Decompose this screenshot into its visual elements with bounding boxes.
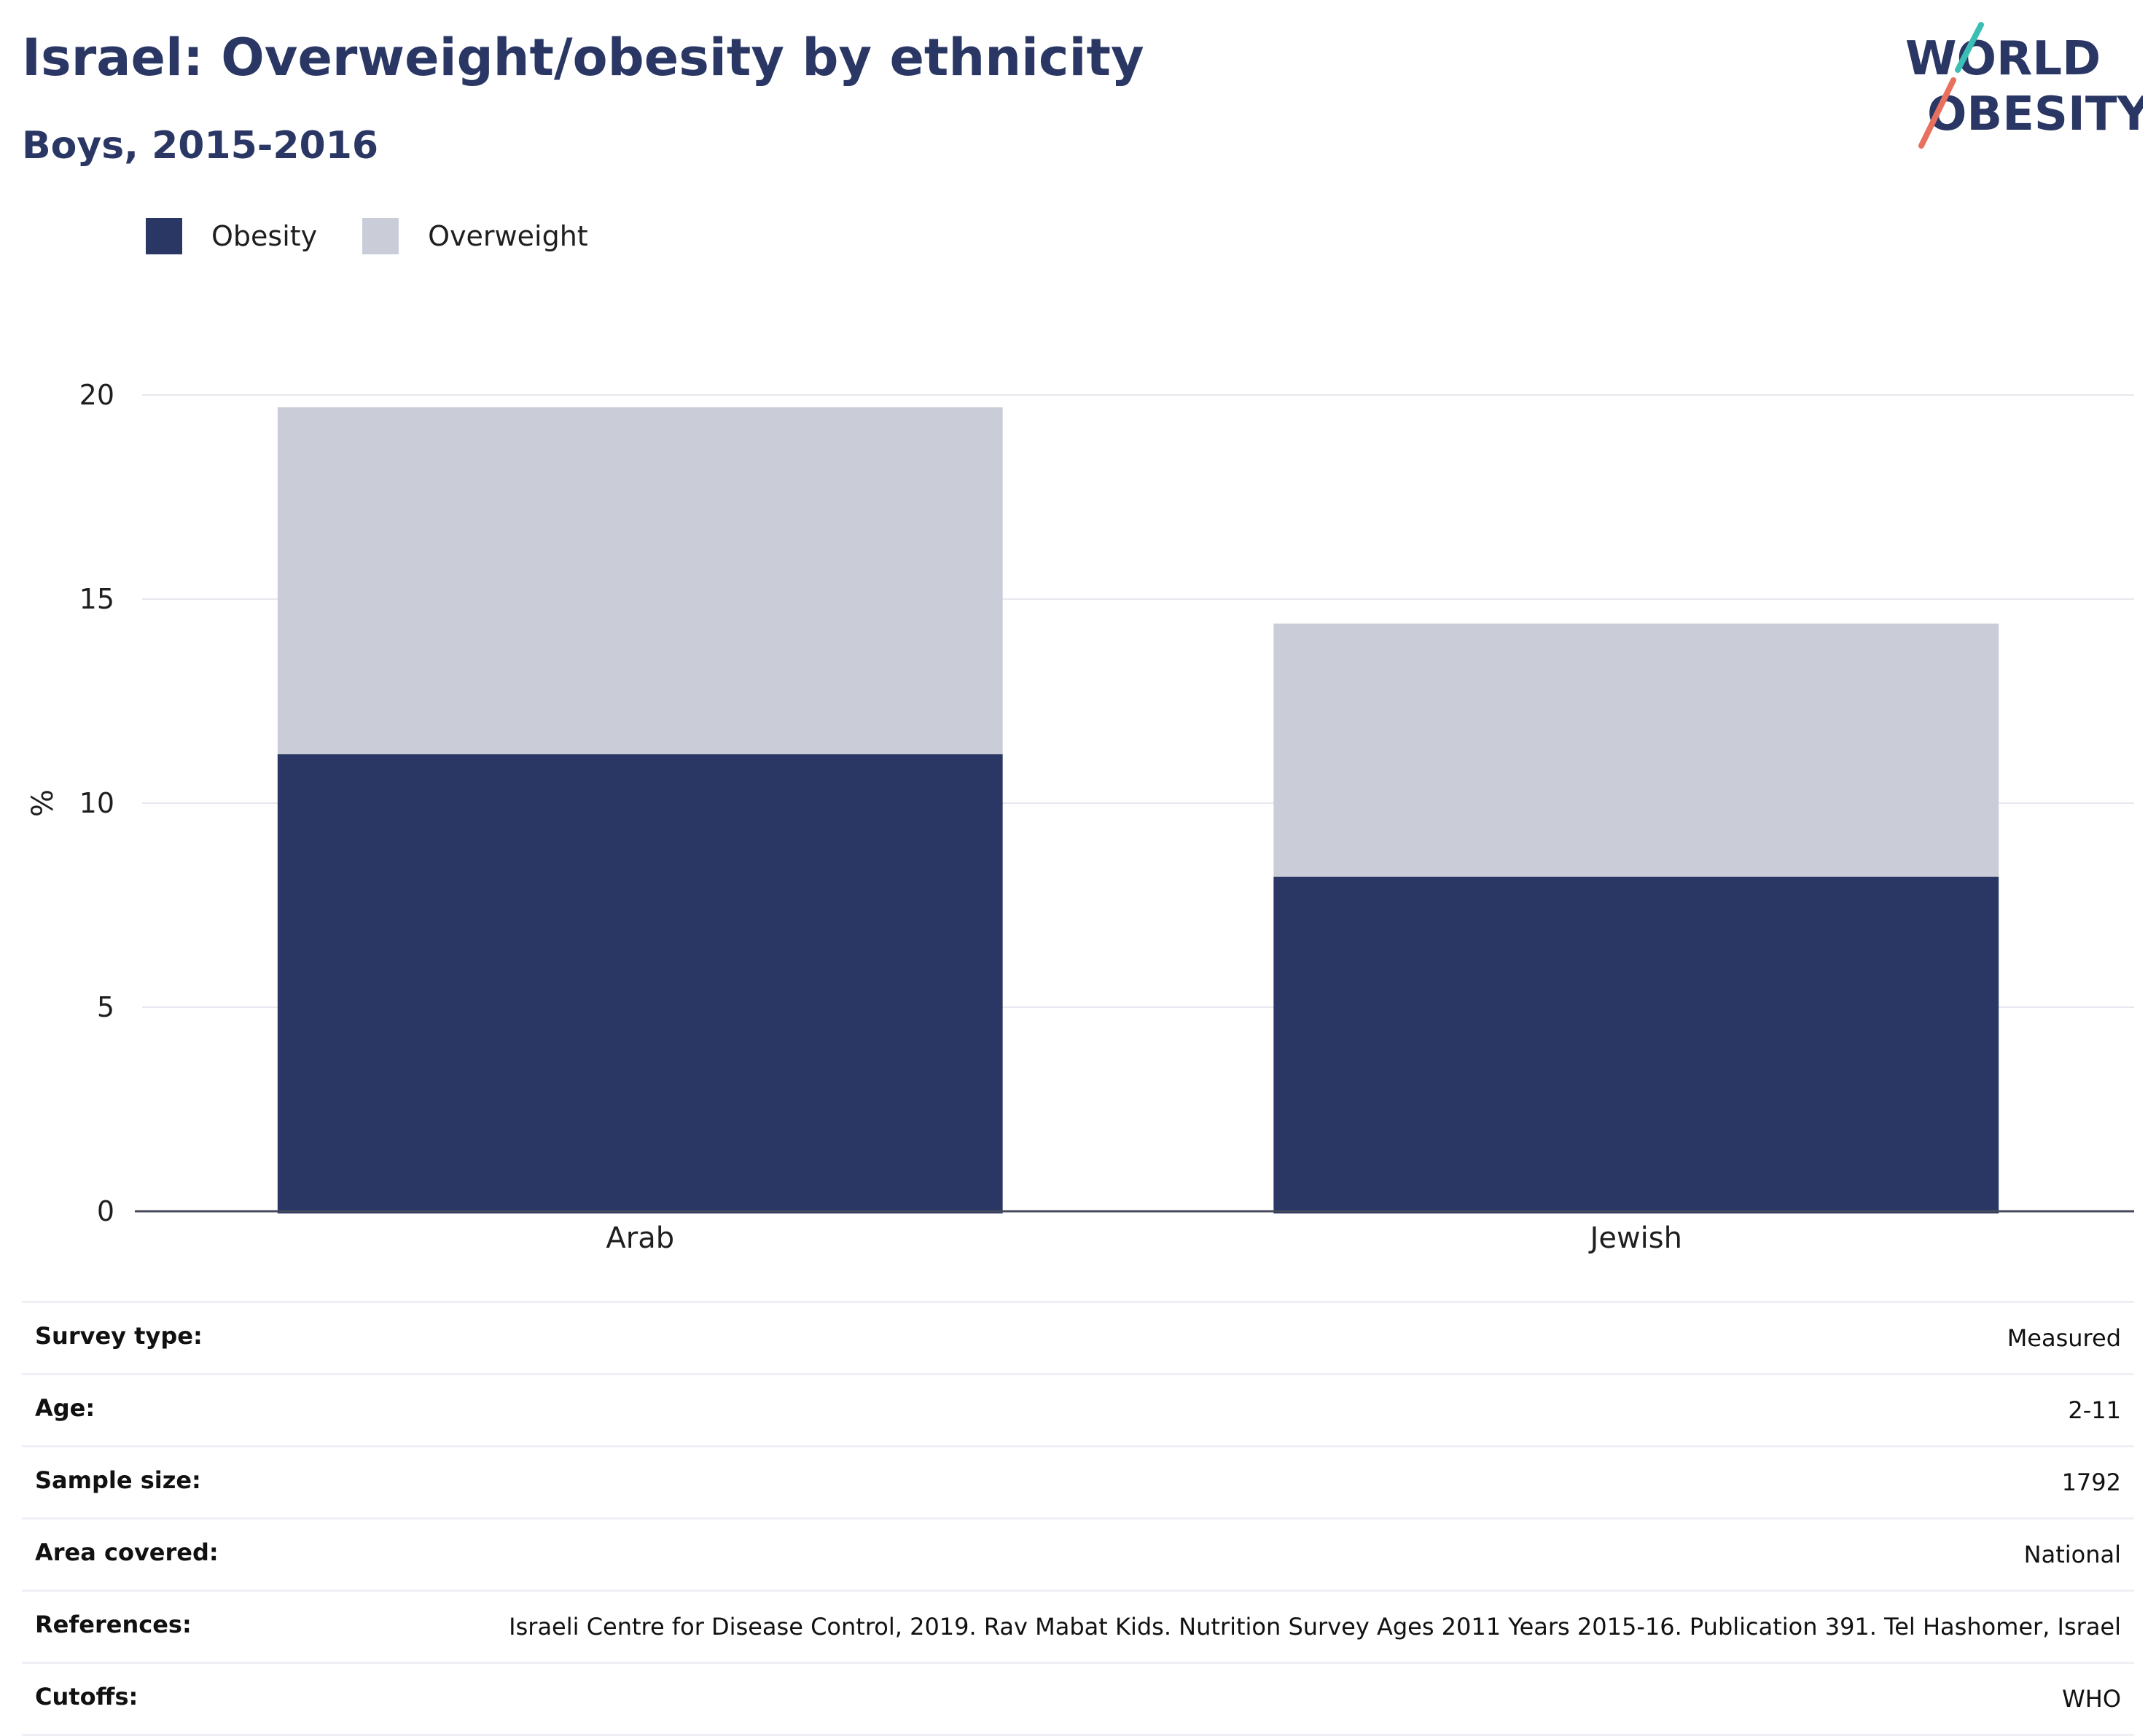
info-value: 2-11 (2068, 1396, 2121, 1424)
logo-text-obesity: OBESITY (1927, 87, 2143, 141)
info-label: Cutoffs: (35, 1683, 138, 1710)
y-tick-label: 15 (79, 583, 114, 615)
legend-swatch-overweight (362, 218, 399, 254)
y-tick-label: 20 (79, 379, 114, 411)
logo-slash-bottom (1918, 77, 1956, 149)
info-row: Survey type: Measured (22, 1302, 2134, 1375)
info-row: References: Israeli Centre for Disease Co… (22, 1590, 2134, 1663)
info-label: Area covered: (35, 1538, 219, 1566)
x-tick-label: Jewish (1588, 1221, 1682, 1255)
legend-label-overweight: Overweight (428, 220, 588, 252)
survey-info-table: Survey type: Measured Age: 2-11 Sample size:… (22, 1301, 2134, 1736)
bar-chart: 0 5 10 15 20% Arab Jewish (26, 379, 2134, 1255)
x-tick-label: Arab (606, 1221, 674, 1255)
info-row: Area covered: National (22, 1518, 2134, 1591)
legend-item-overweight[interactable]: Overweight (362, 218, 588, 254)
info-label: Age: (35, 1394, 95, 1422)
bar-obesity-jewish (1273, 876, 1999, 1213)
info-row: Age: 2-11 (22, 1374, 2134, 1447)
info-value: Measured (2007, 1324, 2121, 1352)
bar-obesity-arab (277, 754, 1003, 1213)
info-row: Sample size: 1792 (22, 1446, 2134, 1519)
y-axis-label: % (26, 789, 60, 817)
info-label: References: (35, 1611, 192, 1638)
y-tick-label: 0 (97, 1195, 114, 1227)
logo-text-world: WORLD (1905, 32, 2101, 86)
info-value: National (2023, 1541, 2121, 1568)
chart-legend: Obesity Overweight (146, 217, 633, 255)
info-value: 1792 (2061, 1469, 2121, 1496)
world-obesity-logo: WORLD OBESITY (1905, 22, 2143, 149)
info-label: Sample size: (35, 1466, 201, 1494)
chart-title: Israel: Overweight/obesity by ethnicity (22, 28, 1144, 87)
info-value: WHO (2062, 1685, 2121, 1713)
legend-swatch-obesity (146, 218, 182, 254)
y-tick-label: 5 (97, 991, 114, 1023)
info-row: Cutoffs: WHO (22, 1662, 2134, 1735)
legend-item-obesity[interactable]: Obesity (146, 218, 317, 254)
info-value: Israeli Centre for Disease Control, 2019… (509, 1613, 2121, 1641)
bar-overweight-arab (277, 407, 1003, 754)
y-tick-label: 10 (79, 787, 114, 819)
legend-label-obesity: Obesity (211, 220, 318, 252)
logo-slash-top (1955, 22, 1984, 73)
bar-overweight-jewish (1273, 623, 1999, 877)
info-label: Survey type: (35, 1322, 203, 1350)
chart-subtitle: Boys, 2015-2016 (22, 124, 379, 168)
